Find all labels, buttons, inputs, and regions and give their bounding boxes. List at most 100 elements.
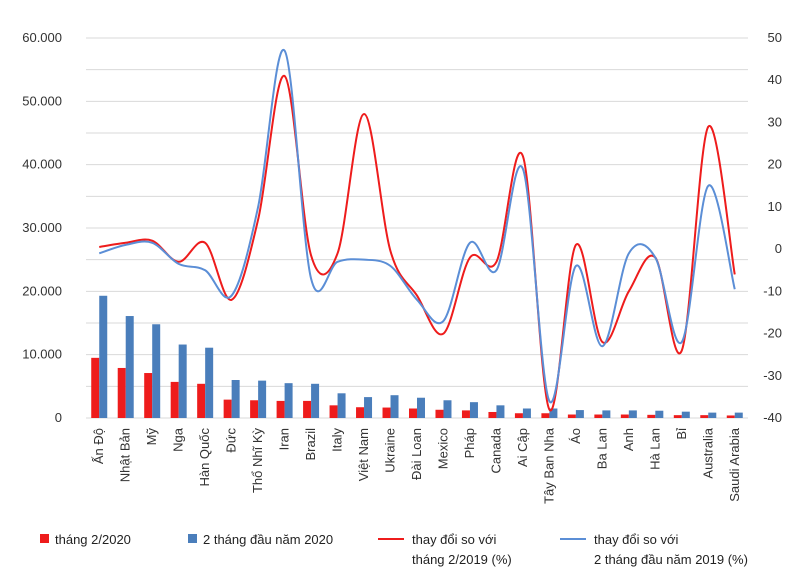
bar [99, 295, 108, 418]
x-tick-label: Việt Nam [356, 428, 371, 481]
bar [258, 380, 267, 418]
bar [303, 400, 312, 418]
bar [443, 400, 452, 418]
y-left-tick-label: 20.000 [22, 283, 62, 298]
x-tick-label: Mexico [435, 428, 450, 469]
x-tick-label: Mỹ [144, 428, 159, 446]
bar [91, 357, 100, 418]
x-tick-label: Iran [277, 428, 292, 450]
legend-item-bar-blue: 2 tháng đầu năm 2020 [188, 530, 333, 550]
bar [337, 393, 346, 418]
bar [514, 413, 523, 418]
bar [522, 408, 531, 418]
legend-label: 2 tháng đầu năm 2020 [203, 532, 334, 547]
bar [231, 380, 240, 418]
x-tick-label: Áo [568, 428, 583, 444]
y-right-tick-label: 30 [768, 114, 782, 129]
bar [567, 414, 576, 418]
bar [170, 381, 179, 418]
x-tick-label: Hàn Quốc [197, 428, 212, 487]
bar [602, 410, 611, 418]
y-left-tick-label: 60.000 [22, 30, 62, 45]
bar [311, 383, 320, 418]
bar [390, 395, 399, 418]
bar [276, 400, 285, 418]
bar [205, 347, 214, 418]
bar [575, 410, 584, 418]
x-tick-label: Anh [621, 428, 636, 451]
bar [178, 344, 187, 418]
x-tick-label: Ba Lan [594, 428, 609, 469]
bar [647, 414, 656, 418]
y-right-tick-label: 10 [768, 199, 782, 214]
bar [700, 415, 709, 418]
legend-swatch [40, 534, 49, 543]
x-tick-label: Australia [700, 427, 715, 478]
y-right-tick-label: 40 [768, 72, 782, 87]
bar [620, 414, 629, 418]
legend-label: thay đổi so với tháng 2/2019 (%) [412, 532, 512, 567]
bar [329, 405, 338, 418]
y-left-tick-label: 0 [55, 410, 62, 425]
bar [117, 367, 126, 418]
bar [197, 383, 206, 418]
bar [734, 412, 743, 418]
bar [594, 414, 603, 418]
bar [681, 411, 690, 418]
bar [496, 405, 505, 418]
bar [461, 410, 470, 418]
legend-item-bar-red: tháng 2/2020 [40, 530, 131, 550]
x-tick-label: Bỉ [674, 428, 689, 440]
series-line [99, 74, 736, 412]
x-tick-label: Hà Lan [647, 428, 662, 470]
y-right-tick-label: -30 [763, 368, 782, 383]
bar [673, 415, 682, 418]
x-tick-label: Brazil [303, 428, 318, 461]
bar [284, 383, 293, 418]
y-right-tick-label: -10 [763, 283, 782, 298]
legend-item-line-blue: thay đổi so với 2 tháng đầu năm 2019 (%) [560, 530, 748, 570]
x-tick-label: Ukraine [383, 428, 398, 473]
legend-label: tháng 2/2020 [55, 532, 131, 547]
series-line [98, 49, 736, 404]
bar [382, 407, 391, 418]
bar [628, 410, 637, 418]
bar [708, 412, 717, 418]
y-right-tick-label: -20 [763, 326, 782, 341]
x-tick-label: Saudi Arabia [727, 427, 742, 501]
legend-swatch [188, 534, 197, 543]
x-tick-label: Ai Cập [515, 428, 530, 467]
y-left-tick-label: 50.000 [22, 93, 62, 108]
x-tick-label: Italy [330, 428, 345, 452]
x-tick-label: Pháp [462, 428, 477, 458]
y-left-tick-label: 30.000 [22, 220, 62, 235]
bar [435, 409, 444, 418]
legend-swatch [378, 538, 404, 540]
y-left-tick-label: 40.000 [22, 157, 62, 172]
bar [726, 415, 735, 418]
bar [655, 410, 664, 418]
bar [488, 411, 497, 418]
x-tick-label: Tây Ban Nha [541, 427, 556, 504]
bar [125, 316, 134, 418]
bar [417, 397, 425, 418]
chart: 0 10.000 20.000 30.000 40.000 50.000 60.000 -40… [22, 30, 782, 504]
bar [469, 402, 478, 418]
legend-label: thay đổi so với 2 tháng đầu năm 2019 (%) [594, 532, 748, 567]
legend: tháng 2/2020 2 tháng đầu năm 2020 thay đ… [0, 522, 804, 578]
bar [223, 399, 232, 418]
bar [409, 408, 417, 418]
x-tick-label: Nga [171, 427, 186, 452]
bar [356, 407, 365, 418]
y-right-tick-label: 50 [768, 30, 782, 45]
y-right-tick-label: 20 [768, 157, 782, 172]
bar [541, 413, 550, 418]
bar [144, 373, 153, 418]
x-tick-label: Canada [488, 427, 503, 473]
bar [250, 400, 259, 418]
x-tick-label: Nhật Bản [118, 428, 133, 482]
y-left-tick-label: 10.000 [22, 347, 62, 362]
x-tick-label: Đài Loan [409, 428, 424, 480]
y-right-tick-label: -40 [763, 410, 782, 425]
bar [152, 324, 161, 418]
